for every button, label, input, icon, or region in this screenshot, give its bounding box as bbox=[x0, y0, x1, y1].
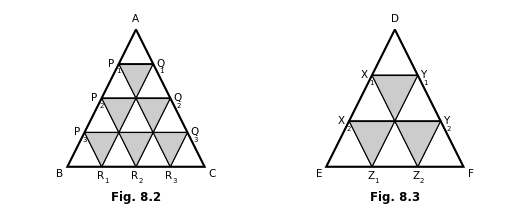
Polygon shape bbox=[349, 121, 395, 167]
Text: Fig. 8.3: Fig. 8.3 bbox=[370, 191, 420, 204]
Text: X: X bbox=[361, 70, 368, 80]
Text: E: E bbox=[316, 169, 322, 180]
Polygon shape bbox=[326, 121, 372, 167]
Text: 2: 2 bbox=[99, 103, 104, 109]
Polygon shape bbox=[119, 132, 153, 167]
Text: Q: Q bbox=[173, 93, 181, 103]
Polygon shape bbox=[119, 29, 153, 64]
Text: R: R bbox=[165, 171, 173, 181]
Text: 1: 1 bbox=[424, 80, 428, 86]
Polygon shape bbox=[119, 98, 153, 132]
Polygon shape bbox=[395, 75, 440, 121]
Text: C: C bbox=[209, 169, 216, 180]
Polygon shape bbox=[372, 29, 418, 75]
Text: F: F bbox=[468, 169, 473, 180]
Text: P: P bbox=[74, 127, 81, 137]
Text: 1: 1 bbox=[370, 80, 374, 86]
Text: 1: 1 bbox=[104, 178, 108, 184]
Text: 3: 3 bbox=[173, 178, 177, 184]
Text: 2: 2 bbox=[446, 126, 451, 132]
Polygon shape bbox=[101, 64, 136, 98]
Polygon shape bbox=[119, 64, 153, 98]
Text: Q: Q bbox=[190, 127, 198, 137]
Polygon shape bbox=[153, 98, 187, 132]
Text: 1: 1 bbox=[159, 68, 163, 74]
Text: 2: 2 bbox=[176, 103, 180, 109]
Text: 2: 2 bbox=[138, 178, 142, 184]
Text: Y: Y bbox=[420, 70, 427, 80]
Text: R: R bbox=[97, 171, 104, 181]
Text: D: D bbox=[391, 14, 399, 24]
Polygon shape bbox=[372, 75, 418, 121]
Text: Z: Z bbox=[413, 171, 420, 181]
Text: A: A bbox=[132, 14, 140, 24]
Text: 1: 1 bbox=[116, 68, 121, 74]
Polygon shape bbox=[395, 121, 440, 167]
Polygon shape bbox=[85, 98, 119, 132]
Text: R: R bbox=[131, 171, 138, 181]
Text: Fig. 8.2: Fig. 8.2 bbox=[111, 191, 161, 204]
Text: B: B bbox=[56, 169, 63, 180]
Text: 2: 2 bbox=[420, 178, 424, 184]
Text: 1: 1 bbox=[374, 178, 379, 184]
Polygon shape bbox=[136, 132, 170, 167]
Text: Z: Z bbox=[367, 171, 374, 181]
Polygon shape bbox=[136, 64, 170, 98]
Polygon shape bbox=[67, 132, 101, 167]
Polygon shape bbox=[418, 121, 463, 167]
Polygon shape bbox=[372, 121, 418, 167]
Polygon shape bbox=[136, 98, 170, 132]
Text: P: P bbox=[108, 59, 115, 69]
Polygon shape bbox=[153, 132, 187, 167]
Polygon shape bbox=[101, 132, 136, 167]
Polygon shape bbox=[349, 75, 395, 121]
Polygon shape bbox=[85, 132, 119, 167]
Text: P: P bbox=[92, 93, 98, 103]
Text: 3: 3 bbox=[82, 137, 86, 143]
Text: X: X bbox=[338, 116, 345, 126]
Text: Q: Q bbox=[156, 59, 164, 69]
Text: Y: Y bbox=[444, 116, 450, 126]
Polygon shape bbox=[170, 132, 204, 167]
Text: 2: 2 bbox=[347, 126, 351, 132]
Text: 3: 3 bbox=[193, 137, 198, 143]
Polygon shape bbox=[101, 98, 136, 132]
